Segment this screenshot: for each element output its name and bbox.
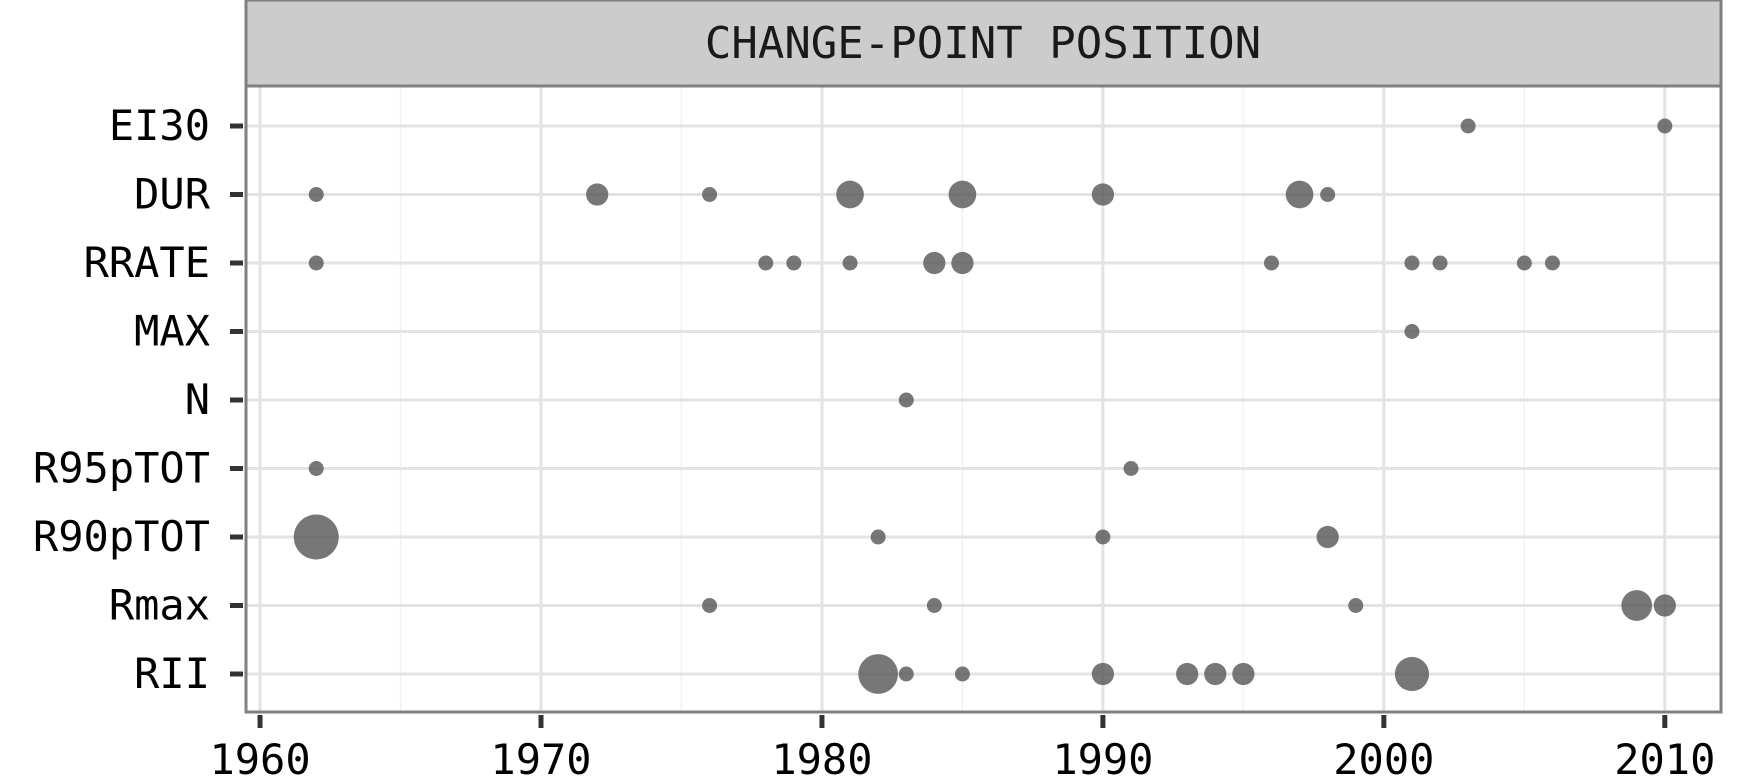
data-point <box>836 180 864 209</box>
data-point <box>586 183 609 206</box>
x-tick-label: 1970 <box>490 735 591 776</box>
data-point <box>1091 662 1115 686</box>
data-point <box>898 666 914 682</box>
y-axis: EI30 DUR RRATE MAX N R95pTOT R90pTOT Rmax RII <box>33 101 243 698</box>
data-point <box>898 392 914 408</box>
facet-strip-background <box>244 0 1723 88</box>
data-point <box>1432 255 1448 271</box>
data-point <box>1653 594 1676 617</box>
y-tick-label: RRATE <box>84 238 210 287</box>
data-point <box>1285 180 1314 209</box>
data-point <box>702 598 718 613</box>
y-tick-label: R95pTOT <box>33 444 210 493</box>
data-point <box>308 187 324 202</box>
data-point <box>1544 255 1560 271</box>
x-tick-label: 2010 <box>1614 735 1715 776</box>
data-point <box>1123 461 1139 476</box>
data-point <box>1404 255 1420 271</box>
data-point <box>1516 255 1532 271</box>
data-point <box>758 255 774 271</box>
data-point <box>1316 525 1339 549</box>
data-point <box>1348 598 1364 613</box>
y-tick-label: Rmax <box>109 581 210 630</box>
data-point <box>1394 656 1430 692</box>
data-points <box>293 118 1676 694</box>
data-point <box>702 187 718 202</box>
x-tick-label: 1980 <box>771 735 872 776</box>
y-tick-label: N <box>185 375 210 424</box>
data-point <box>1263 255 1279 271</box>
data-point <box>1320 187 1336 202</box>
y-tick-label: EI30 <box>109 101 210 150</box>
data-point <box>1404 324 1420 339</box>
data-point <box>1204 662 1227 686</box>
y-tick-label: R90pTOT <box>33 512 210 561</box>
x-axis: 1960 1970 1980 1990 2000 2010 <box>209 715 1715 776</box>
data-point <box>858 654 898 694</box>
data-point <box>1657 118 1673 134</box>
data-point <box>1091 183 1115 206</box>
data-point <box>786 255 802 271</box>
data-point <box>948 180 977 209</box>
y-tick-label: RII <box>134 649 210 698</box>
facet-strip: CHANGE-POINT POSITION <box>244 0 1723 88</box>
data-point <box>1095 529 1111 545</box>
data-point <box>1176 662 1199 686</box>
data-point <box>293 514 339 560</box>
x-tick-label: 1960 <box>209 735 310 776</box>
data-point <box>923 251 946 275</box>
data-point <box>308 255 324 271</box>
data-point <box>926 598 942 613</box>
data-point <box>1232 662 1255 686</box>
facet-strip-label: CHANGE-POINT POSITION <box>705 18 1261 69</box>
x-tick-label: 2000 <box>1333 735 1434 776</box>
data-point <box>870 529 886 545</box>
data-point <box>951 251 974 275</box>
data-point <box>1621 590 1653 621</box>
y-tick-label: DUR <box>134 170 211 219</box>
y-tick-label: MAX <box>134 307 210 356</box>
data-point <box>954 666 970 682</box>
data-point <box>1460 118 1476 134</box>
x-tick-label: 1990 <box>1052 735 1153 776</box>
data-point <box>842 255 858 271</box>
data-point <box>308 461 324 476</box>
